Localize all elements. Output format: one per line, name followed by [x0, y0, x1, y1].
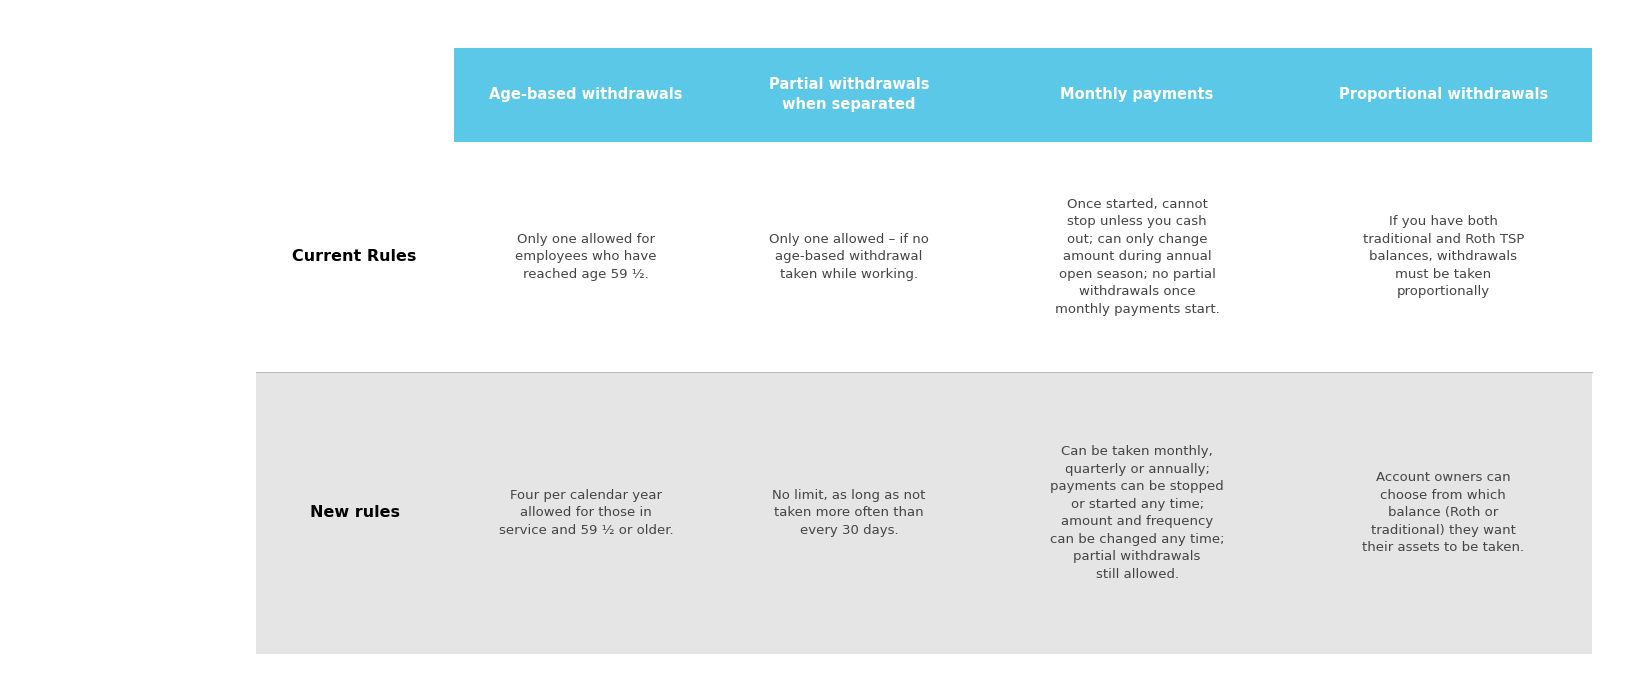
- Text: Proportional withdrawals: Proportional withdrawals: [1338, 87, 1548, 102]
- Text: Current Rules: Current Rules: [292, 249, 417, 264]
- FancyBboxPatch shape: [256, 48, 454, 142]
- FancyBboxPatch shape: [454, 372, 718, 654]
- FancyBboxPatch shape: [454, 142, 718, 372]
- FancyBboxPatch shape: [1294, 142, 1592, 372]
- Text: Only one allowed – if no
age-based withdrawal
taken while working.: Only one allowed – if no age-based withd…: [769, 233, 929, 281]
- FancyBboxPatch shape: [718, 48, 980, 142]
- Text: Age-based withdrawals: Age-based withdrawals: [488, 87, 683, 102]
- Text: Partial withdrawals
when separated: Partial withdrawals when separated: [769, 77, 929, 112]
- FancyBboxPatch shape: [980, 48, 1294, 142]
- Text: No limit, as long as not
taken more often than
every 30 days.: No limit, as long as not taken more ofte…: [772, 489, 926, 537]
- Text: Four per calendar year
allowed for those in
service and 59 ½ or older.: Four per calendar year allowed for those…: [498, 489, 673, 537]
- Text: Can be taken monthly,
quarterly or annually;
payments can be stopped
or started : Can be taken monthly, quarterly or annua…: [1049, 445, 1224, 581]
- FancyBboxPatch shape: [718, 372, 980, 654]
- Text: Once started, cannot
stop unless you cash
out; can only change
amount during ann: Once started, cannot stop unless you cas…: [1054, 197, 1219, 316]
- Text: If you have both
traditional and Roth TSP
balances, withdrawals
must be taken
pr: If you have both traditional and Roth TS…: [1363, 215, 1525, 298]
- Text: New rules: New rules: [310, 505, 399, 520]
- FancyBboxPatch shape: [256, 142, 454, 372]
- FancyBboxPatch shape: [256, 372, 454, 654]
- FancyBboxPatch shape: [1294, 372, 1592, 654]
- Text: Account owners can
choose from which
balance (Roth or
traditional) they want
the: Account owners can choose from which bal…: [1363, 471, 1525, 554]
- FancyBboxPatch shape: [454, 48, 718, 142]
- FancyBboxPatch shape: [1294, 48, 1592, 142]
- Text: Only one allowed for
employees who have
reached age 59 ½.: Only one allowed for employees who have …: [515, 233, 657, 281]
- FancyBboxPatch shape: [718, 142, 980, 372]
- Text: Monthly payments: Monthly payments: [1061, 87, 1214, 102]
- FancyBboxPatch shape: [980, 142, 1294, 372]
- FancyBboxPatch shape: [980, 372, 1294, 654]
